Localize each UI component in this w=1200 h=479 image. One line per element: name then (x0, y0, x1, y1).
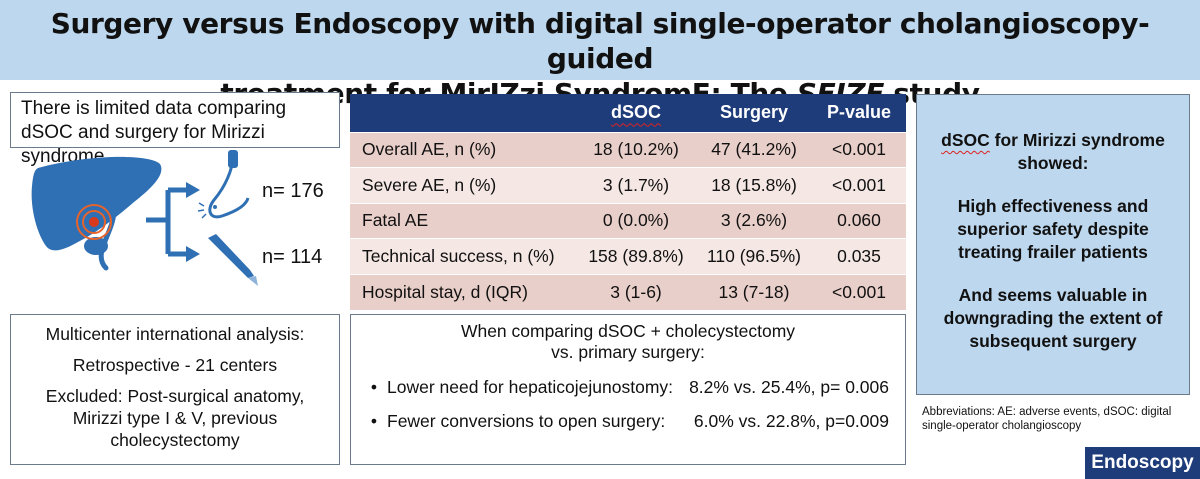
scalpel-icon (208, 234, 254, 278)
list-item: • Fewer conversions to open surgery: 6.0… (361, 411, 895, 445)
p-value: 0.035 (812, 238, 906, 274)
illustration-graphic (31, 150, 258, 286)
comparison-value: 8.2% vs. 25.4%, p= 0.006 (689, 377, 889, 397)
row-label: Hospital stay, d (IQR) (350, 273, 576, 310)
dsoc-value: 158 (89.8%) (576, 238, 696, 274)
comparison-value: 6.0% vs. 22.8%, p=0.009 (693, 411, 889, 431)
dsoc-value: 18 (10.2%) (576, 131, 696, 168)
bullet-icon: • (370, 411, 378, 431)
surgery-value: 18 (15.8%) (696, 167, 812, 203)
dsoc-value: 3 (1.7%) (576, 167, 696, 203)
p-value: <0.001 (812, 131, 906, 168)
surgery-value: 47 (41.2%) (696, 131, 812, 168)
stone-target-icon (76, 204, 112, 240)
conclusion-box: dSOC for Mirizzi syndrome showed: High e… (916, 94, 1190, 395)
methods-line-3: Excluded: Post-surgical anatomy, Mirizzi… (45, 386, 305, 450)
table-header-row: dSOC Surgery P-value (350, 94, 906, 132)
conclusion-intro: dSOC for Mirizzi syndrome showed: (941, 130, 1165, 173)
conclusion-finding-2: And seems valuable in downgrading the ex… (943, 285, 1163, 351)
table-header-blank (350, 94, 576, 132)
table-row: Fatal AE 0 (0.0%) 3 (2.6%) 0.060 (350, 202, 906, 239)
p-value: <0.001 (812, 167, 906, 203)
row-label: Fatal AE (350, 202, 576, 239)
n-surgery-label: n= 114 (262, 246, 323, 268)
n-dsoc-label: n= 176 (262, 180, 324, 202)
results-table: dSOC Surgery P-value Overall AE, n (%) 1… (350, 94, 906, 310)
journal-logo: Endoscopy (1085, 447, 1200, 479)
intro-box: There is limited data comparing dSOC and… (10, 92, 340, 167)
table-header-surgery: Surgery (696, 94, 812, 132)
comparison-box: When comparing dSOC + cholecystectomy vs… (350, 314, 906, 465)
dsoc-value: 3 (1-6) (576, 273, 696, 310)
conclusion-finding-1: High effectiveness and superior safety d… (957, 196, 1149, 262)
gallbladder-icon (84, 237, 108, 255)
comparison-label: Lower need for hepaticojejunostomy: (387, 377, 674, 397)
endoscope-icon (208, 153, 250, 219)
table-row: Technical success, n (%) 158 (89.8%) 110… (350, 238, 906, 274)
table-row: Overall AE, n (%) 18 (10.2%) 47 (41.2%) … (350, 131, 906, 168)
abbreviations-note: Abbreviations: AE: adverse events, dSOC:… (922, 406, 1172, 432)
p-value: <0.001 (812, 273, 906, 310)
liver-icon (31, 156, 162, 251)
title-banner: Surgery versus Endoscopy with digital si… (0, 0, 1200, 110)
row-label: Severe AE, n (%) (350, 167, 576, 203)
methods-line-2: Retrospective - 21 centers (72, 355, 278, 375)
p-value: 0.060 (812, 202, 906, 239)
methods-box: Multicenter international analysis: Retr… (10, 314, 340, 465)
branch-arrows-icon (146, 187, 186, 257)
table-header-dsoc: dSOC (576, 94, 696, 132)
table-row: Hospital stay, d (IQR) 3 (1-6) 13 (7-18)… (350, 273, 906, 310)
comparison-heading: When comparing dSOC + cholecystectomy vs… (460, 321, 796, 362)
surgery-value: 3 (2.6%) (696, 202, 812, 239)
list-item: • Lower need for hepaticojejunostomy: 8.… (361, 377, 895, 411)
dsoc-value: 0 (0.0%) (576, 202, 696, 239)
comparison-label: Fewer conversions to open surgery: (387, 411, 666, 431)
illustration: n= 176 n= 114 (10, 150, 340, 302)
surgery-value: 13 (7-18) (696, 273, 812, 310)
methods-line-1: Multicenter international analysis: (45, 324, 305, 344)
title-line-1: Surgery versus Endoscopy with digital si… (50, 7, 1150, 75)
row-label: Overall AE, n (%) (350, 131, 576, 168)
table-row: Severe AE, n (%) 3 (1.7%) 18 (15.8%) <0.… (350, 167, 906, 203)
surgery-value: 110 (96.5%) (696, 238, 812, 274)
row-label: Technical success, n (%) (350, 238, 576, 274)
table-header-pvalue: P-value (812, 94, 906, 132)
bullet-icon: • (370, 377, 378, 397)
